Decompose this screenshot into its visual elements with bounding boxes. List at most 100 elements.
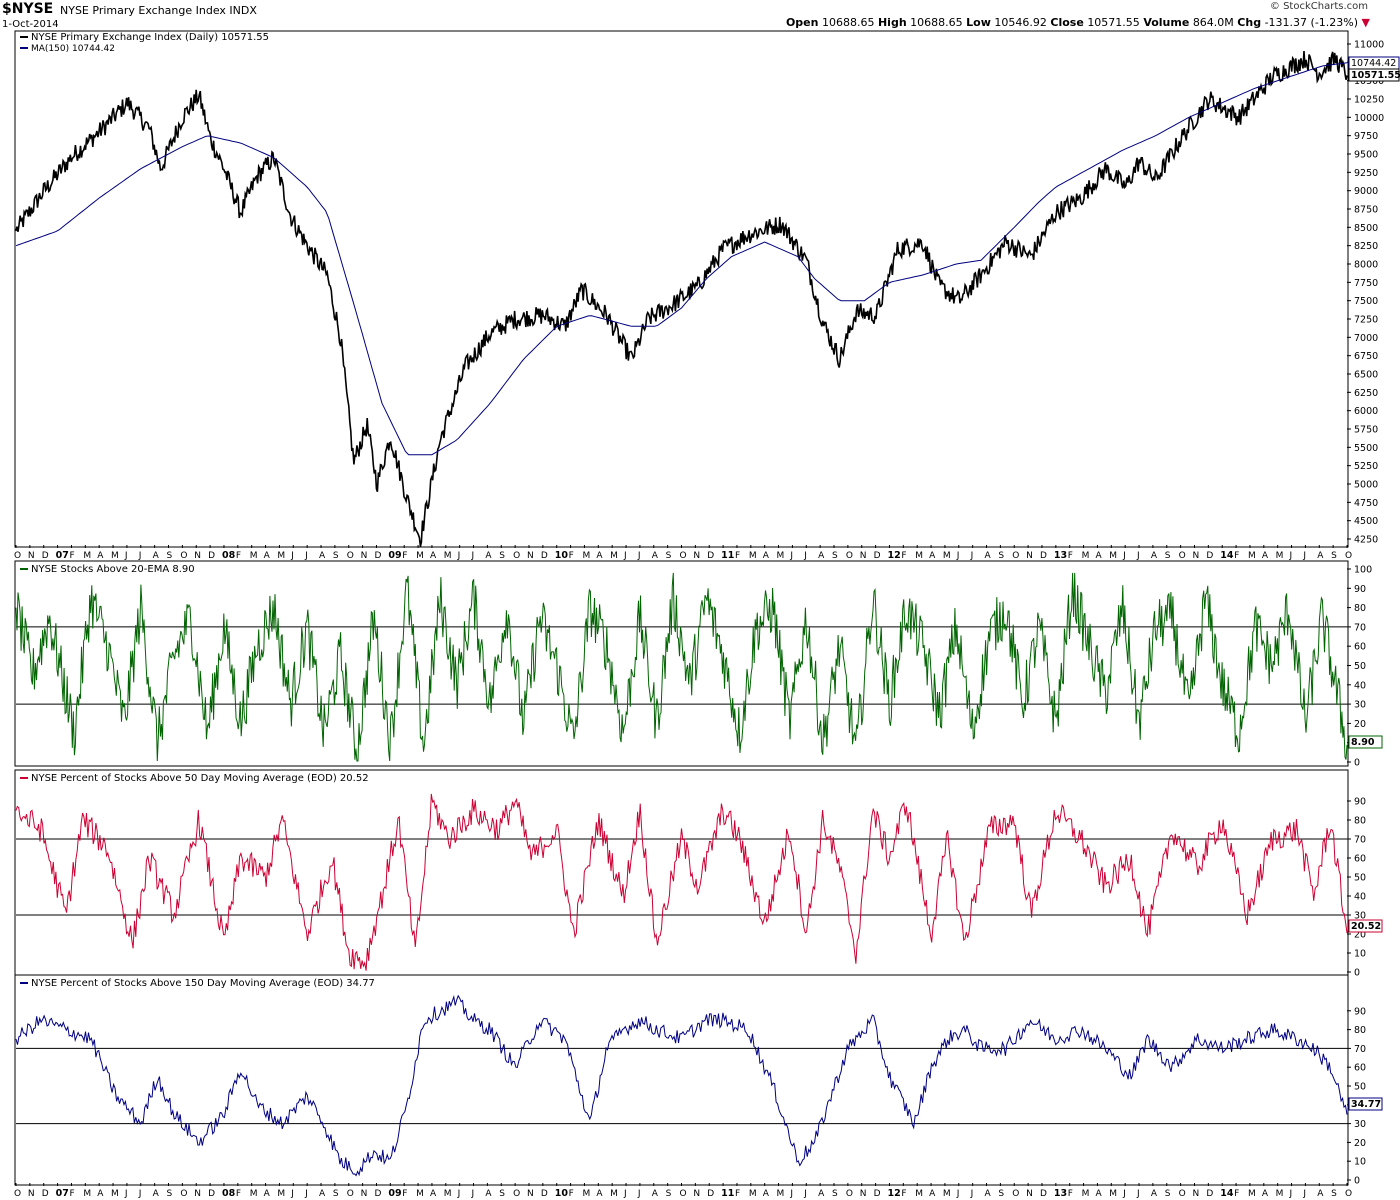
x-month-label-top: O xyxy=(1012,551,1019,561)
x-month-label-top: J xyxy=(304,551,308,561)
y-tick-label-0: 9250 xyxy=(1354,168,1378,179)
x-month-label-top: M xyxy=(1082,551,1090,561)
close-last-value-box xyxy=(1348,68,1400,82)
x-month-label-bottom: A xyxy=(985,1189,992,1199)
x-month-label-bottom: S xyxy=(1165,1189,1171,1199)
x-month-label-top: S xyxy=(333,551,339,561)
y-tick-label-1: 60 xyxy=(1354,642,1366,653)
x-month-label-top: J xyxy=(803,551,807,561)
x-month-label-top: A xyxy=(1151,551,1158,561)
x-year-label-bottom: 11 xyxy=(721,1188,734,1199)
x-month-label-bottom: S xyxy=(499,1189,505,1199)
x-month-label-bottom: M xyxy=(1082,1189,1090,1199)
panel-frame-1 xyxy=(14,560,1349,767)
x-month-label-top: N xyxy=(194,551,201,561)
x-month-label-bottom: J xyxy=(789,1189,793,1199)
y-tick-label-0: 6250 xyxy=(1354,388,1378,399)
x-month-label-bottom: F xyxy=(1234,1189,1239,1199)
x-month-label-bottom: M xyxy=(111,1189,119,1199)
y-tick-label-2: 60 xyxy=(1354,854,1366,865)
x-month-label-top: S xyxy=(666,551,672,561)
y-tick-label-0: 8000 xyxy=(1354,260,1378,271)
x-month-label-top: M xyxy=(416,551,424,561)
open-label: Open xyxy=(785,16,819,29)
x-month-label-bottom: S xyxy=(333,1189,339,1199)
indicator-series-line-2 xyxy=(15,793,1348,971)
x-month-label-top: M xyxy=(1248,551,1256,561)
x-month-label-top: A xyxy=(1317,551,1324,561)
x-month-label-bottom: S xyxy=(167,1189,173,1199)
x-month-label-top: J xyxy=(956,551,960,561)
x-month-label-top: A xyxy=(1262,551,1269,561)
x-month-label-top: M xyxy=(777,551,785,561)
x-month-label-bottom: D xyxy=(374,1189,381,1199)
x-month-label-top: M xyxy=(83,551,91,561)
y-tick-label-3: 80 xyxy=(1354,1025,1366,1036)
x-month-label-top: O xyxy=(1179,551,1186,561)
x-month-label-bottom: A xyxy=(319,1189,326,1199)
x-month-label-bottom: A xyxy=(1262,1189,1269,1199)
close-label: Close xyxy=(1050,16,1084,29)
volume-value: 864.0M xyxy=(1192,16,1234,29)
x-month-label-bottom: S xyxy=(998,1189,1004,1199)
x-month-label-bottom: D xyxy=(1206,1189,1213,1199)
y-tick-label-0: 7500 xyxy=(1354,296,1378,307)
quote-date: 1-Oct-2014 xyxy=(2,19,59,30)
y-tick-label-0: 9000 xyxy=(1354,186,1378,197)
x-month-label-bottom: F xyxy=(901,1189,906,1199)
x-month-label-top: M xyxy=(444,551,452,561)
x-month-label-bottom: M xyxy=(83,1189,91,1199)
y-tick-label-3: 30 xyxy=(1354,1119,1366,1130)
x-month-label-top: O xyxy=(347,551,354,561)
y-tick-label-0: 10500 xyxy=(1354,76,1384,87)
x-month-label-top: F xyxy=(1234,551,1239,561)
x-month-label-bottom: A xyxy=(929,1189,936,1199)
y-tick-label-3: 10 xyxy=(1354,1157,1366,1168)
x-month-label-bottom: O xyxy=(1012,1189,1019,1199)
x-month-label-top: S xyxy=(499,551,505,561)
x-month-label-top: D xyxy=(874,551,881,561)
y-tick-label-2: 0 xyxy=(1354,968,1360,979)
x-month-label-top: S xyxy=(1165,551,1171,561)
y-tick-label-1: 100 xyxy=(1354,565,1372,576)
x-month-label-top: O xyxy=(513,551,520,561)
x-month-label-top: A xyxy=(652,551,659,561)
x-month-label-bottom: M xyxy=(1276,1189,1284,1199)
x-month-label-bottom: M xyxy=(1109,1189,1117,1199)
x-month-label-bottom: O xyxy=(347,1189,354,1199)
y-tick-label-2: 40 xyxy=(1354,892,1366,903)
x-year-label-top: 10 xyxy=(555,550,569,561)
x-month-label-top: J xyxy=(1289,551,1293,561)
y-tick-label-0: 4250 xyxy=(1354,535,1378,546)
x-month-label-bottom: M xyxy=(582,1189,590,1199)
ticker-symbol: $NYSE xyxy=(2,1,54,17)
x-month-label-bottom: O xyxy=(846,1189,853,1199)
legend-label-1: NYSE Stocks Above 20-EMA 8.90 xyxy=(31,564,195,575)
x-month-label-top: O xyxy=(846,551,853,561)
x-month-label-bottom: O xyxy=(180,1189,187,1199)
y-tick-label-2: 90 xyxy=(1354,797,1366,808)
x-year-label-bottom: 09 xyxy=(388,1188,401,1199)
x-month-label-bottom: O xyxy=(680,1189,687,1199)
y-tick-label-0: 7000 xyxy=(1354,333,1378,344)
stockcharts-logo[interactable]: © StockCharts.com xyxy=(1269,1,1368,12)
x-month-label-top: D xyxy=(541,551,548,561)
x-month-label-bottom: A xyxy=(485,1189,492,1199)
y-tick-label-0: 4750 xyxy=(1354,498,1378,509)
x-month-label-top: N xyxy=(1192,551,1199,561)
x-month-label-top: J xyxy=(1302,551,1306,561)
y-tick-label-1: 20 xyxy=(1354,719,1366,730)
legend-price-label: NYSE Primary Exchange Index (Daily) 1057… xyxy=(31,32,269,43)
y-tick-label-0: 5500 xyxy=(1354,443,1378,454)
x-month-label-bottom: A xyxy=(153,1189,160,1199)
x-month-label-bottom: J xyxy=(623,1189,627,1199)
y-tick-label-3: 50 xyxy=(1354,1082,1366,1093)
x-month-label-top: M xyxy=(943,551,951,561)
x-month-label-top: F xyxy=(236,551,241,561)
x-month-label-bottom: D xyxy=(1040,1189,1047,1199)
y-tick-label-0: 6000 xyxy=(1354,406,1378,417)
close-last-value: 10571.55 xyxy=(1351,70,1400,81)
y-tick-label-1: 50 xyxy=(1354,661,1366,672)
x-month-label-top: A xyxy=(264,551,271,561)
